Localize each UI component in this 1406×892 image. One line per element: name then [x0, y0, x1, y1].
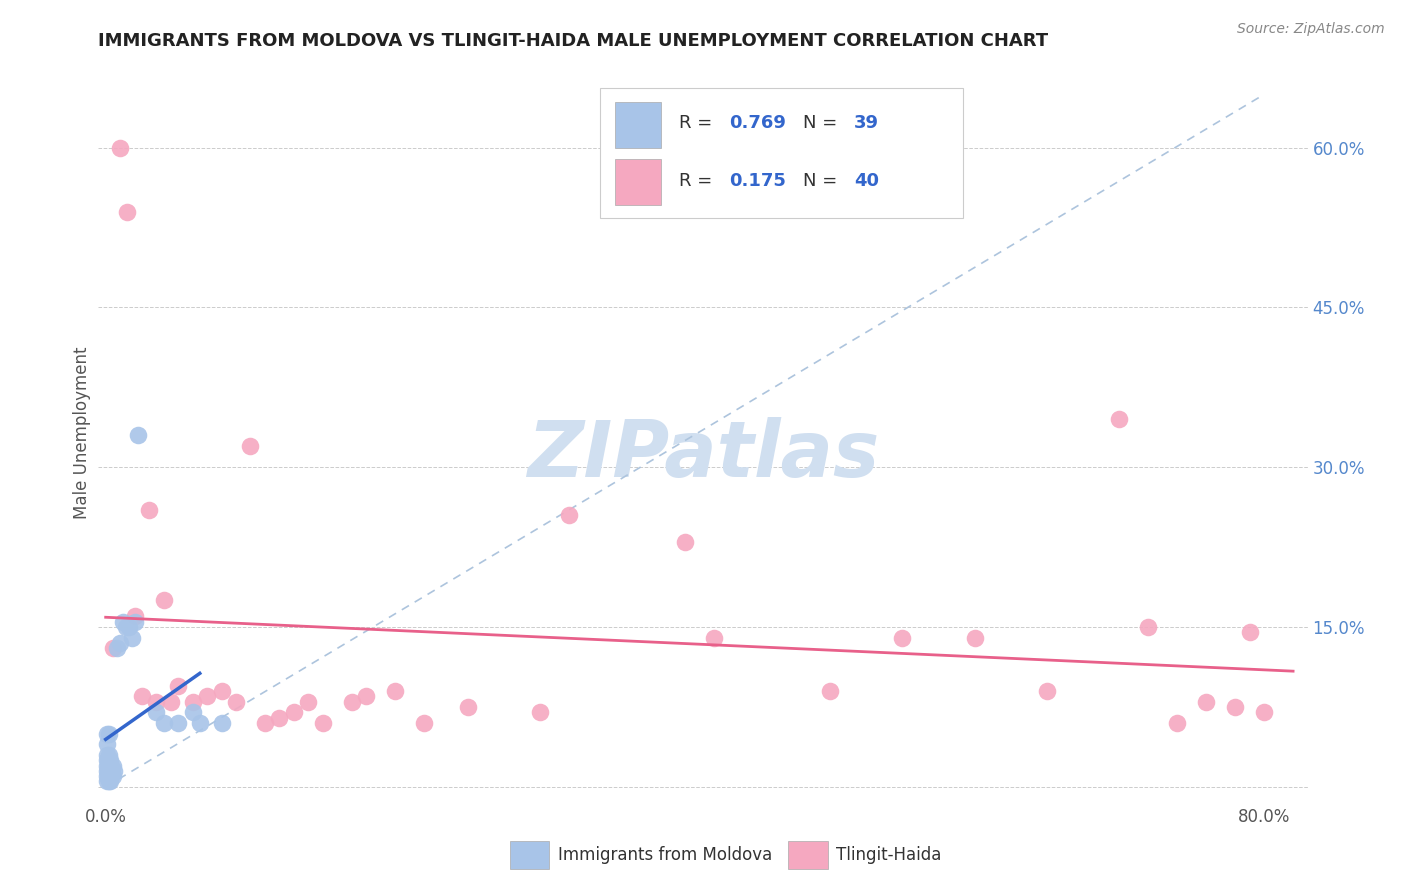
Point	[98, 774, 121, 789]
Point	[96, 726, 118, 740]
Text: Source: ZipAtlas.com: Source: ZipAtlas.com	[1237, 22, 1385, 37]
Point	[413, 715, 436, 730]
Point	[145, 695, 167, 709]
Y-axis label: Male Unemployment: Male Unemployment	[73, 346, 91, 519]
Point	[167, 715, 190, 730]
Point	[181, 695, 204, 709]
Point	[96, 774, 118, 789]
Point	[124, 615, 146, 629]
Point	[118, 620, 141, 634]
Point	[101, 769, 124, 783]
Point	[1108, 412, 1130, 426]
FancyBboxPatch shape	[614, 159, 661, 204]
Point	[159, 695, 181, 709]
FancyBboxPatch shape	[614, 102, 661, 147]
Point	[188, 715, 211, 730]
Text: N =: N =	[803, 114, 844, 132]
Point	[152, 715, 174, 730]
Point	[673, 534, 696, 549]
Point	[97, 769, 120, 783]
Text: R =: R =	[679, 172, 718, 190]
Point	[127, 428, 149, 442]
Point	[115, 620, 138, 634]
Point	[1195, 695, 1218, 709]
Point	[963, 631, 986, 645]
Point	[96, 769, 118, 783]
Point	[384, 684, 406, 698]
Point	[1036, 684, 1059, 698]
Point	[181, 705, 204, 719]
Point	[97, 758, 120, 772]
Text: IMMIGRANTS FROM MOLDOVA VS TLINGIT-HAIDA MALE UNEMPLOYMENT CORRELATION CHART: IMMIGRANTS FROM MOLDOVA VS TLINGIT-HAIDA…	[98, 32, 1049, 50]
Point	[96, 753, 118, 767]
Point	[1239, 625, 1261, 640]
Point	[283, 705, 305, 719]
Point	[97, 774, 120, 789]
Point	[1253, 705, 1275, 719]
Point	[96, 764, 118, 778]
Point	[457, 700, 479, 714]
Text: 40: 40	[855, 172, 879, 190]
Point	[253, 715, 276, 730]
Point	[211, 715, 233, 730]
Point	[100, 758, 122, 772]
Point	[101, 641, 124, 656]
Point	[529, 705, 551, 719]
Point	[96, 758, 118, 772]
Point	[138, 503, 160, 517]
Legend: R = 0.769   N = 39, R = 0.175   N = 40: R = 0.769 N = 39, R = 0.175 N = 40	[647, 87, 904, 171]
Point	[117, 204, 139, 219]
Point	[98, 758, 121, 772]
Point	[105, 641, 128, 656]
Point	[145, 705, 167, 719]
Text: Immigrants from Moldova: Immigrants from Moldova	[558, 847, 772, 864]
Point	[108, 636, 131, 650]
Point	[225, 695, 247, 709]
Point	[97, 753, 120, 767]
Text: 39: 39	[855, 114, 879, 132]
Point	[101, 758, 124, 772]
Point	[239, 439, 262, 453]
Point	[97, 764, 120, 778]
Point	[103, 764, 125, 778]
Point	[269, 710, 291, 724]
Point	[96, 737, 118, 751]
Point	[1166, 715, 1188, 730]
Text: R =: R =	[679, 114, 718, 132]
Point	[1225, 700, 1247, 714]
Point	[891, 631, 914, 645]
Point	[312, 715, 335, 730]
Text: ZIPatlas: ZIPatlas	[527, 417, 879, 493]
Point	[98, 764, 121, 778]
Point	[97, 726, 120, 740]
Point	[112, 615, 135, 629]
FancyBboxPatch shape	[787, 841, 828, 870]
Point	[100, 769, 122, 783]
Text: 0.175: 0.175	[730, 172, 786, 190]
Text: 0.769: 0.769	[730, 114, 786, 132]
Point	[121, 631, 143, 645]
Point	[211, 684, 233, 698]
Point	[818, 684, 841, 698]
Point	[297, 695, 319, 709]
Point	[195, 690, 218, 704]
Text: Tlingit-Haida: Tlingit-Haida	[837, 847, 942, 864]
Point	[97, 747, 120, 762]
Point	[152, 593, 174, 607]
Point	[96, 747, 118, 762]
Point	[356, 690, 378, 704]
FancyBboxPatch shape	[600, 88, 963, 218]
Point	[131, 690, 153, 704]
Point	[558, 508, 581, 523]
Point	[108, 141, 131, 155]
Text: N =: N =	[803, 172, 844, 190]
Point	[124, 609, 146, 624]
Point	[1137, 620, 1160, 634]
Point	[167, 679, 190, 693]
Point	[98, 753, 121, 767]
Point	[98, 769, 121, 783]
Point	[340, 695, 363, 709]
Point	[703, 631, 725, 645]
FancyBboxPatch shape	[509, 841, 550, 870]
